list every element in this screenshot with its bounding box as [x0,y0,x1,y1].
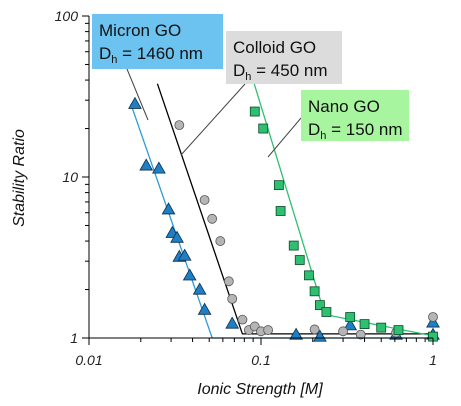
axes: 0.01 0.1 1 1 10 100 [55,8,437,368]
colloid-go-callout-name: Colloid GO [233,38,316,57]
y-tick-label: 100 [55,8,79,24]
nano-go-callout-leader [267,117,302,158]
colloid-go-point [227,293,238,304]
colloid-go-point [338,326,348,337]
colloid-go-fit-line [156,83,433,335]
y-tick-label: 1 [70,330,78,346]
colloid-go-point [174,120,185,131]
micron-go-point [139,158,154,171]
colloid-go-point [309,324,320,335]
colloid-go-callout-leader [180,83,246,156]
nano-go-point [314,300,325,311]
colloid-go-point [223,276,234,287]
nano-go-point [376,322,387,333]
colloid-go-point [207,213,218,224]
colloid-go-point [263,325,274,335]
nano-go-point [359,319,370,329]
nano-go-callout-box [301,90,409,141]
nano-go-point [275,206,286,216]
micron-go-point [170,230,184,243]
series-callouts: Micron GO Dh = 1460 nm Colloid GO Dh = 450 … [92,14,409,158]
nano-go-point [258,123,269,134]
colloid-go-point [428,312,438,322]
micron-go-point [177,248,192,261]
micron-go-point [182,268,197,281]
micron-go-point [313,329,327,342]
micron-go-callout-diameter: Dh = 1460 nm [99,44,203,66]
colloid-go-point [237,314,248,325]
y-tick-label: 10 [62,169,78,185]
x-axis-title: Ionic Strength [M] [197,381,323,398]
micron-go-point [289,327,303,340]
x-tick-label: 1 [429,352,437,368]
micron-go-point [161,202,176,215]
micron-go-point [192,282,207,295]
x-tick-label: 0.01 [75,352,102,368]
colloid-go-point [199,195,210,205]
colloid-go-point [215,236,226,246]
nano-go-point [321,307,332,317]
micron-go-point [343,318,358,331]
micron-go-point [128,96,142,109]
micron-go-callout-leader [126,68,149,121]
data-markers [128,96,440,342]
nano-go-callout-diameter: Dh = 150 nm [308,120,402,142]
x-tick-label: 0.1 [251,352,270,368]
nano-go-point [304,270,314,281]
nano-go-point [273,180,284,191]
colloid-go-callout-diameter: Dh = 450 nm [233,61,327,83]
nano-go-callout-name: Nano GO [308,97,380,116]
nano-go-point [309,286,320,297]
y-axis-title: Stability Ratio [11,129,28,227]
nano-go-point [288,240,299,251]
nano-go-point [294,255,305,265]
micron-go-point [197,302,212,315]
micron-go-callout-name: Micron GO [99,21,181,40]
nano-go-point [249,106,260,117]
nano-go-point [345,312,356,322]
colloid-go-callout-box [226,31,342,84]
micron-go-callout-box [92,14,223,69]
micron-go-point [225,316,240,329]
nano-go-point [393,325,404,335]
colloid-go-point [355,329,366,340]
micron-go-point [152,161,166,174]
